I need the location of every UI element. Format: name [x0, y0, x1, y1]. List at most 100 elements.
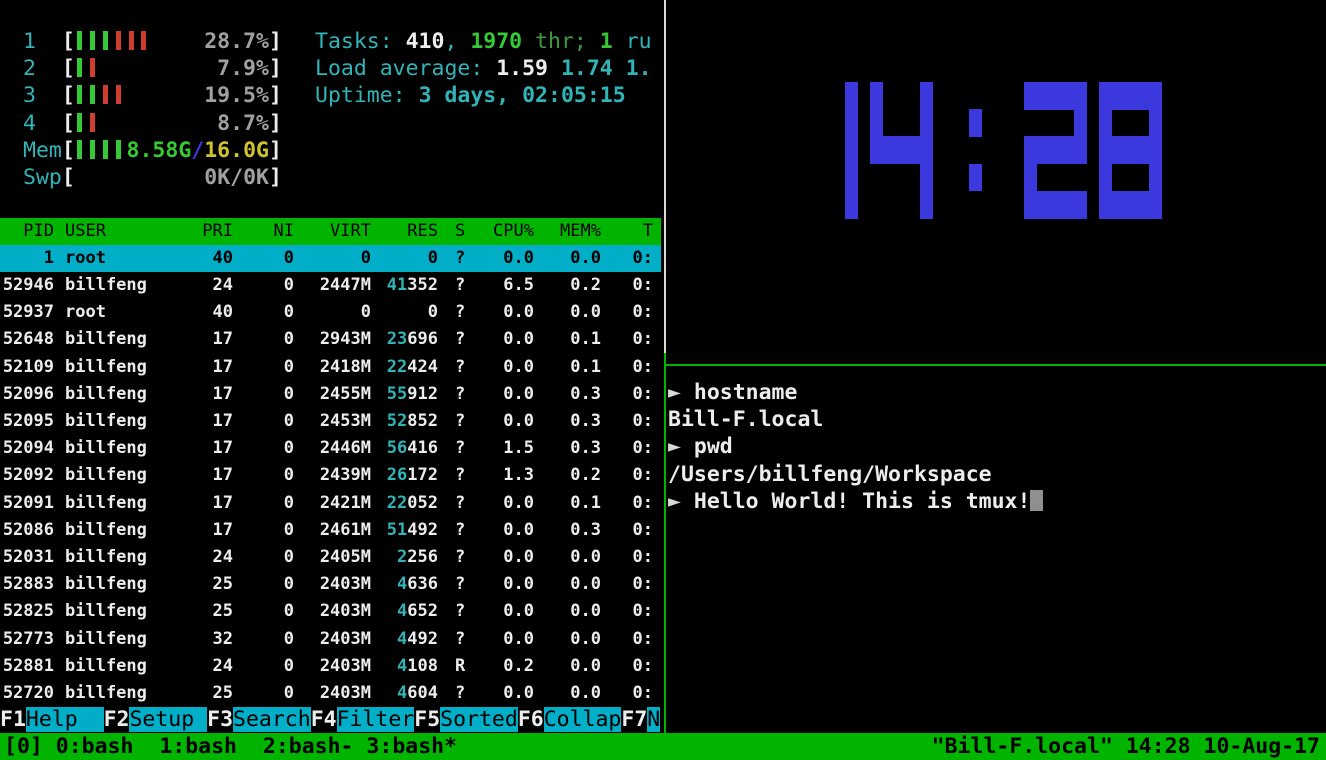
- cpu-cell: 1.5: [503, 438, 534, 459]
- process-row[interactable]: 52109 billfeng 17 0 2418M 22424? 0.0 0.1 0:: [0, 354, 661, 381]
- terminal-command-line: ► hostname: [668, 380, 798, 405]
- process-row[interactable]: 52773 billfeng 32 0 2403M 4492? 0.0 0.0 0:: [0, 626, 661, 653]
- process-row[interactable]: 52648 billfeng 17 0 2943M 23696? 0.0 0.1 0:: [0, 326, 661, 353]
- res-cell: 2256: [397, 547, 438, 567]
- virt-cell: 2403M: [319, 574, 371, 595]
- meter-bar: [100, 139, 114, 159]
- column-header-mem[interactable]: MEM%: [560, 220, 601, 241]
- tmux-status-right: "Bill-F.local" 14:28 10-Aug-17: [931, 734, 1320, 759]
- virt-cell: 2403M: [319, 628, 371, 649]
- res-cell: 4108: [397, 655, 438, 676]
- virt-cell: 2439M: [319, 465, 371, 486]
- cpu-cell: 0.0: [503, 574, 534, 595]
- column-header-pri[interactable]: PRI: [202, 220, 233, 241]
- cpu-cell: 0.0: [503, 628, 534, 649]
- clock-segment: [919, 190, 933, 219]
- user-cell: root: [65, 302, 106, 323]
- process-row[interactable]: 52881 billfeng 24 0 2403M 4108 R 0.2 0.0 0:: [0, 653, 661, 680]
- cpu-cell: 0.0: [503, 247, 534, 268]
- process-row[interactable]: 52031 billfeng 24 0 2405M 2256? 0.0 0.0 0:: [0, 544, 661, 571]
- column-header-time[interactable]: T: [642, 220, 653, 241]
- cpu-cell: 0.0: [503, 547, 534, 567]
- fkey-f5-button[interactable]: F5Sorted: [414, 707, 518, 732]
- clock-segment: [919, 136, 933, 165]
- process-row[interactable]: 52720 billfeng 25 0 2403M 4604? 0.0 0.0 0:: [0, 680, 661, 707]
- clock-segment: [919, 163, 933, 192]
- pane-border-vertical-active[interactable]: [664, 353, 666, 733]
- pri-cell: 17: [212, 438, 233, 459]
- table-header-row[interactable]: PID USER PRI NI VIRT RES S CPU% MEM% T: [0, 217, 661, 245]
- column-header-s[interactable]: S: [455, 220, 466, 241]
- process-row[interactable]: 52937 root 40 0 0 0? 0.0 0.0 0:: [0, 299, 661, 326]
- process-row[interactable]: 1 root 40 0 0 0? 0.0 0.0 0:: [0, 244, 661, 272]
- res-cell: 4604: [397, 683, 438, 703]
- virt-cell: 2455M: [319, 383, 371, 404]
- virt-cell: 0: [360, 247, 371, 268]
- virt-cell: 2453M: [319, 411, 371, 431]
- fkey-f6-button[interactable]: F6Collap: [517, 707, 622, 732]
- column-header-virt[interactable]: VIRT: [330, 220, 371, 241]
- pane-border-vertical-inactive[interactable]: [664, 0, 666, 353]
- clock-segment: [882, 136, 896, 165]
- mem-cell: 0.0: [570, 655, 601, 676]
- process-row[interactable]: 52095 billfeng 17 0 2453M 52852? 0.0 0.3 0:: [0, 408, 661, 435]
- process-row[interactable]: 52092 billfeng 17 0 2439M 26172? 1.3 0.2 0:: [0, 462, 661, 489]
- clock-segment: [1073, 190, 1087, 219]
- virt-cell: 2447M: [319, 275, 371, 295]
- tmux-window-list[interactable]: [0] 0:bash 1:bash 2:bash- 3:bash*: [4, 734, 458, 759]
- clock-segment: [1036, 82, 1050, 110]
- terminal-pane[interactable]: ► hostname Bill-F.local ► pwd/Users/billfe…: [666, 366, 1326, 733]
- pane-border-horizontal-active[interactable]: [664, 364, 1326, 366]
- pid-cell: 52937: [2, 302, 54, 323]
- cpu-cell: 0.0: [503, 302, 534, 323]
- process-row[interactable]: 52096 billfeng 17 0 2455M 55912? 0.0 0.3 0:: [0, 381, 661, 408]
- time-cell: 0:: [632, 683, 653, 703]
- mem-cell: 0.0: [570, 574, 601, 595]
- column-header-user[interactable]: USER: [65, 220, 106, 241]
- clock-segment: [969, 109, 982, 137]
- clock-segment: [1024, 163, 1037, 192]
- column-header-ni[interactable]: NI: [273, 220, 294, 241]
- htop-pane[interactable]: 1 [ 28.7%] 2 [ 7.9%] 3 [ 19.5%] 4 [ 8.7%] Me…: [0, 0, 661, 733]
- fkey-f3-button[interactable]: F3Search: [207, 707, 311, 732]
- process-row[interactable]: 52086 billfeng 17 0 2461M 51492? 0.0 0.3 0:: [0, 517, 661, 544]
- virt-cell: 2405M: [319, 547, 371, 567]
- ni-cell: 0: [283, 302, 294, 323]
- time-cell: 0:: [632, 356, 653, 377]
- terminal-command-line: ► pwd: [668, 434, 733, 460]
- process-row[interactable]: 52946 billfeng 24 0 2447M 41352? 6.5 0.2 0:: [0, 272, 661, 299]
- virt-cell: 2461M: [319, 519, 371, 540]
- process-row[interactable]: 52883 billfeng 25 0 2403M 4636? 0.0 0.0 0:: [0, 571, 661, 598]
- process-row[interactable]: 52094 billfeng 17 0 2446M 56416? 1.5 0.3 0:: [0, 435, 661, 462]
- time-cell: 0:: [632, 247, 653, 268]
- time-cell: 0:: [632, 601, 653, 622]
- ni-cell: 0: [283, 628, 294, 649]
- clock-segment: [1099, 82, 1112, 110]
- column-header-pid[interactable]: PID: [23, 220, 54, 241]
- fkey-f7-button[interactable]: F7N: [621, 707, 661, 732]
- clock-segment: [919, 109, 933, 137]
- state-cell: ?: [455, 302, 466, 323]
- state-cell: ?: [455, 547, 466, 567]
- fkey-f1-button[interactable]: F1Help: [0, 707, 104, 732]
- clock-segment: [1024, 136, 1037, 165]
- time-cell: 0:: [632, 275, 653, 295]
- clock-segment: [1061, 136, 1075, 165]
- tmux-status-bar: [0] 0:bash 1:bash 2:bash- 3:bash* "Bill-…: [0, 733, 1326, 760]
- ni-cell: 0: [283, 574, 294, 595]
- meter-bar: [126, 31, 140, 50]
- fkey-f4-button[interactable]: F4Filter: [310, 707, 415, 732]
- res-cell: 26172: [386, 465, 438, 486]
- user-cell: root: [65, 247, 106, 268]
- terminal-output-line: Bill-F.local: [668, 407, 824, 433]
- process-row[interactable]: 52825 billfeng 25 0 2403M 4652? 0.0 0.0 0:: [0, 598, 661, 625]
- fkey-f2-button[interactable]: F2Setup: [103, 707, 208, 732]
- process-row[interactable]: 52091 billfeng 17 0 2421M 22052? 0.0 0.1 0:: [0, 490, 661, 517]
- cpu-cell: 0.0: [503, 383, 534, 404]
- clock-segment: [1073, 82, 1087, 110]
- column-header-res[interactable]: RES: [407, 220, 438, 241]
- cpu-cell: 0.2: [503, 655, 534, 676]
- ni-cell: 0: [283, 411, 294, 431]
- clock-pane[interactable]: [666, 0, 1326, 364]
- column-header-cpu[interactable]: CPU%: [493, 220, 534, 241]
